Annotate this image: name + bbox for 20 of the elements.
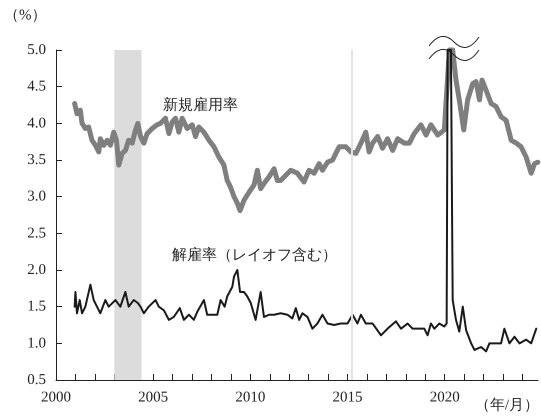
y-tick-label: 2.5 xyxy=(27,225,46,242)
x-tick-label: 2000 xyxy=(41,390,71,406)
x-tick-label: 2005 xyxy=(138,390,168,406)
y-tick-label: 4.5 xyxy=(27,78,46,95)
y-tick-label: 0.5 xyxy=(27,372,46,388)
series-label: 解雇率（レイオフ含む） xyxy=(172,246,337,264)
y-tick-label: 3.0 xyxy=(27,188,46,205)
x-axis-title: （年/月） xyxy=(474,396,540,414)
y-tick-label: 1.0 xyxy=(27,335,46,352)
y-tick-label: 1.5 xyxy=(27,298,46,315)
line-series xyxy=(74,49,538,352)
y-tick-label: 4.0 xyxy=(27,115,46,132)
series-label: 新規雇用率 xyxy=(163,96,238,114)
y-tick-label: 5.0 xyxy=(27,42,46,58)
y-tick-label: 3.5 xyxy=(27,152,46,168)
y-tick-label: 2.0 xyxy=(27,262,46,278)
x-tick-label: 2015 xyxy=(332,390,363,406)
y-axis-title: （%） xyxy=(4,8,46,24)
x-tick-label: 2020 xyxy=(430,390,460,406)
x-tick-label: 2010 xyxy=(235,390,266,406)
